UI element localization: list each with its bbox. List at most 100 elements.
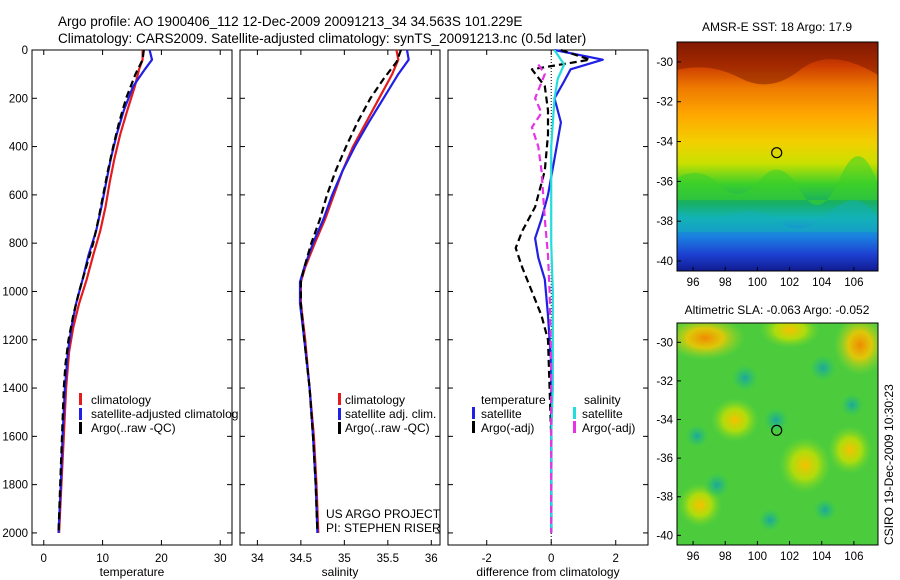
x-tick-label: 35: [338, 553, 351, 565]
lat-tick-label: -38: [656, 216, 673, 228]
difference-xlabel: difference from climatology: [476, 565, 619, 579]
temperature-series: [57, 49, 154, 533]
y-tick-label: 1600: [2, 431, 28, 443]
y-tick-label: 0: [22, 45, 28, 57]
series-line-climatology: [58, 50, 144, 533]
legend-swatch-sal-satellite: [573, 407, 576, 419]
temperature-legend: climatology satellite-adjusted climatolo…: [79, 393, 238, 435]
x-tick-label: 10: [96, 553, 109, 565]
salinity-axes-frame: [239, 49, 441, 546]
difference-series: [514, 48, 604, 533]
series-line-argo-raw-qc-: [299, 49, 402, 533]
lat-tick-label: -38: [656, 492, 673, 504]
x-tick-label: 20: [155, 553, 168, 565]
lon-tick-label: 96: [687, 277, 700, 289]
legend-swatch-argo: [79, 422, 82, 434]
header-line-1: Argo profile: AO 1900406_112 12-Dec-2009…: [58, 14, 522, 29]
legend-swatch-argo: [338, 422, 341, 434]
lat-tick-label: -40: [656, 530, 673, 542]
sst-heatmap: [677, 42, 878, 271]
y-tick-label: 1400: [2, 383, 28, 395]
legend-swatch-climatology: [79, 393, 82, 405]
lat-tick-label: -36: [656, 453, 673, 465]
legend-label-satellite: satellite-adjusted climatolog: [91, 407, 238, 421]
lon-tick-label: 98: [719, 277, 732, 289]
temperature-axes-frame: [31, 49, 233, 546]
legend-label-sal-satellite: satellite: [582, 407, 623, 421]
sst-lon-axis: 96 98 100 102 104 106: [687, 267, 863, 289]
y-tick-label: 1000: [2, 286, 28, 298]
timestamp-side-label: CSIRO 19-Dec-2009 10:30:23: [882, 384, 896, 545]
sst-map-panel: AMSR-E SST: 18 Argo: 17.9 96 98 100 102 104 1…: [656, 20, 879, 289]
temperature-x-axis: 0 10 20 30: [41, 50, 227, 565]
legend-label-temp-argo: Argo(-adj): [481, 421, 534, 435]
sla-map-frame: [676, 322, 879, 546]
lon-tick-label: 100: [748, 551, 767, 563]
legend-title-temperature: temperature: [481, 393, 546, 407]
temperature-panel: 0 200 400 600 800 1000 1200 1400 1600 1800 2000 0 1…: [2, 45, 238, 579]
salinity-panel: 34 34.5 35 35.5 36 salinity climatology sate…: [239, 49, 441, 579]
series-line-satellite-adjusted-climatolog: [57, 49, 154, 533]
lat-tick-label: -36: [656, 176, 673, 188]
legend-swatch-satellite: [338, 408, 341, 420]
lat-tick-label: -32: [656, 376, 673, 388]
series-line-satellite: [534, 48, 604, 533]
series-line-satellite-adj-clim-: [298, 49, 410, 533]
lon-tick-label: 96: [687, 551, 700, 563]
lon-tick-label: 104: [812, 551, 832, 563]
series-line-argo-raw-qc-: [57, 49, 145, 533]
lat-tick-label: -32: [656, 97, 673, 109]
lat-tick-label: -30: [656, 57, 673, 69]
temperature-xlabel: temperature: [100, 565, 165, 579]
sst-map-frame: [676, 41, 879, 272]
legend-label-temp-satellite: satellite: [481, 407, 522, 421]
difference-legend: temperature salinity satellite Argo(-adj…: [472, 393, 635, 435]
lon-tick-label: 106: [844, 277, 863, 289]
sla-map-title: Altimetric SLA: -0.063 Argo: -0.052: [685, 303, 870, 317]
sst-lat-axis: -30 -32 -34 -36 -38 -40: [656, 57, 681, 268]
x-tick-label: 36: [425, 553, 438, 565]
legend-swatch-sal-argo: [573, 421, 576, 433]
legend-swatch-climatology: [338, 393, 341, 405]
difference-x-axis: -2 0 2: [482, 50, 619, 565]
sla-lat-axis: -30 -32 -34 -36 -38 -40: [656, 337, 681, 542]
lon-tick-label: 100: [748, 277, 767, 289]
pi-note: PI: STEPHEN RISER: [326, 521, 441, 535]
legend-swatch-temp-argo: [472, 421, 475, 433]
x-tick-label: 35.5: [377, 553, 399, 565]
y-tick-label: 400: [9, 142, 28, 154]
y-tick-label: 800: [9, 238, 28, 250]
salinity-xlabel: salinity: [322, 565, 359, 579]
sla-heatmap: [677, 323, 878, 545]
x-tick-label: 0: [548, 553, 554, 565]
legend-label-argo: Argo(..raw -QC): [91, 421, 176, 435]
lon-tick-label: 98: [719, 551, 732, 563]
lat-tick-label: -30: [656, 337, 673, 349]
y-tick-label: 2000: [2, 528, 28, 540]
lon-tick-label: 102: [780, 551, 799, 563]
project-note: US ARGO PROJECT: [326, 507, 441, 521]
difference-panel: -2 0 2 difference from climatology tempera…: [447, 48, 649, 579]
argo-location-marker: [771, 424, 783, 436]
series-line-argo-adj-: [514, 48, 591, 533]
salinity-x-axis: 34 34.5 35 35.5 36: [251, 50, 438, 565]
salinity-series: [298, 49, 410, 533]
lon-tick-label: 104: [812, 277, 832, 289]
sla-lon-axis: 96 98 100 102 104 106: [687, 541, 863, 563]
y-tick-label: 600: [9, 190, 28, 202]
depth-axis: 0 200 400 600 800 1000 1200 1400 1600 1800 2000: [2, 45, 28, 540]
x-tick-label: 0: [41, 553, 47, 565]
difference-axes-frame: [447, 49, 649, 546]
lat-tick-label: -34: [656, 137, 673, 149]
legend-swatch-satellite: [79, 408, 82, 420]
y-tick-label: 1800: [2, 480, 28, 492]
legend-title-salinity: salinity: [584, 393, 621, 407]
legend-label-satellite: satellite adj. clim.: [345, 407, 436, 421]
series-line-argo-adj-: [530, 63, 553, 533]
legend-label-sal-argo: Argo(-adj): [582, 421, 635, 435]
x-tick-label: -2: [482, 553, 492, 565]
series-line-satellite: [550, 49, 566, 533]
lat-tick-label: -40: [656, 256, 673, 268]
legend-swatch-temp-satellite: [472, 407, 475, 419]
